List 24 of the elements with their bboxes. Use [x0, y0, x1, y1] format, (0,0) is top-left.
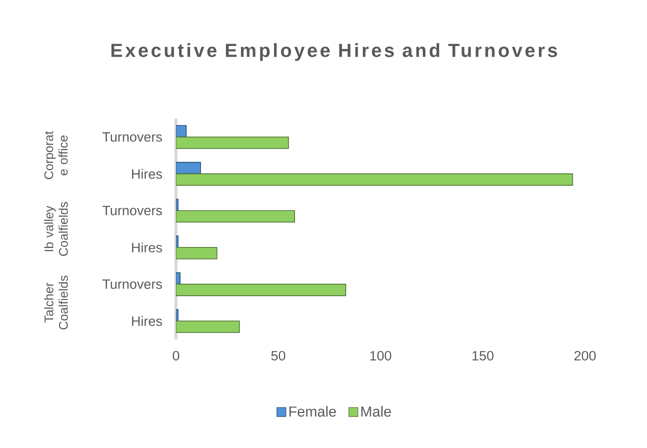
- bar: [176, 173, 574, 186]
- x-tick-label: 100: [370, 350, 392, 360]
- bar: [176, 136, 289, 149]
- y-tick-label: Turnovers: [102, 132, 162, 142]
- bar: [176, 247, 218, 260]
- bar: [176, 320, 240, 333]
- x-tick-label: 200: [574, 350, 596, 360]
- y-tick-label: Hires: [132, 168, 162, 179]
- y-tick-label: Turnovers: [102, 280, 162, 289]
- y-tick-label: Hires: [132, 242, 162, 252]
- y-tick-label: Turnovers: [102, 206, 162, 216]
- text: Ib valley Coalfields: [44, 202, 68, 256]
- x-tick-label: 50: [271, 350, 286, 360]
- x-tick-label: 150: [472, 350, 494, 360]
- bar: [176, 162, 201, 174]
- legend-label: Male: [361, 406, 391, 417]
- chart-title: Executive Employee Hires and Turnovers: [111, 43, 558, 61]
- legend-label: Female: [289, 406, 336, 417]
- y-tick-label: Hires: [132, 316, 162, 326]
- text: Corporat e office: [44, 131, 68, 180]
- x-tick-label: 0: [172, 350, 180, 360]
- bar: [176, 284, 346, 296]
- text: Talcher Coalfields: [44, 276, 68, 330]
- bar: [176, 210, 296, 223]
